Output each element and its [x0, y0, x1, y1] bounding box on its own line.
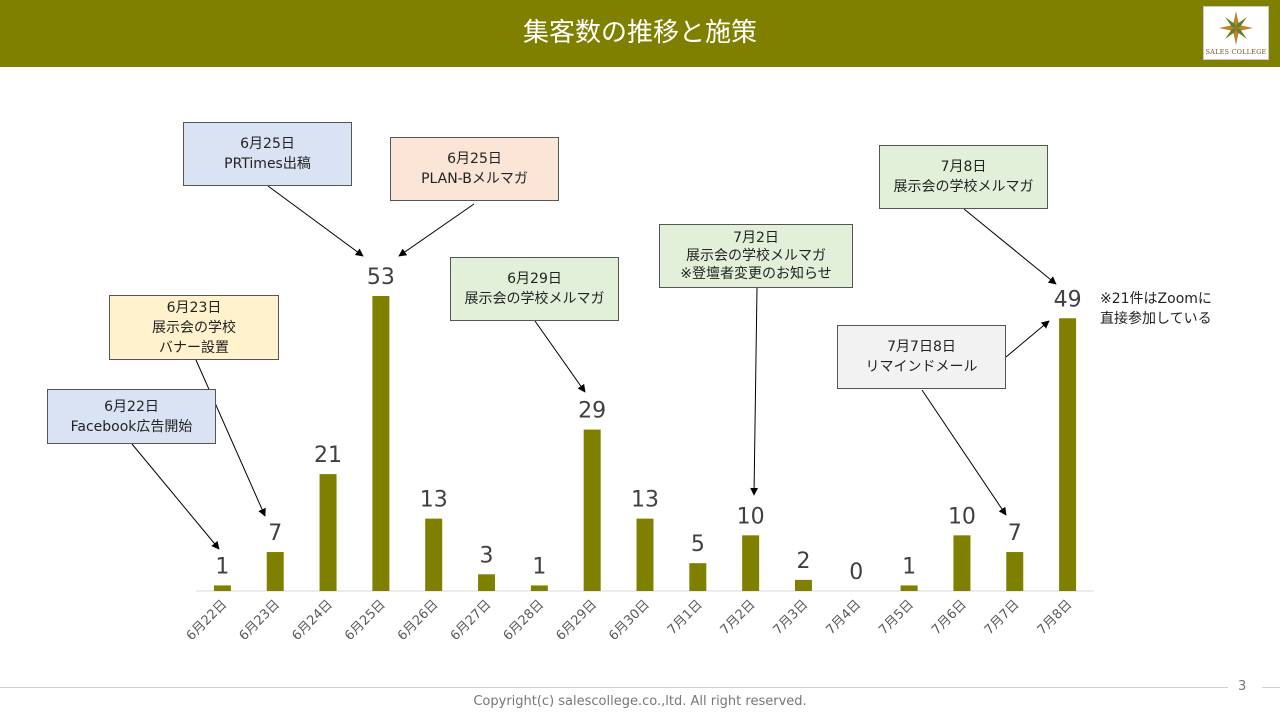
callout-jul2-mail: 7月2日 展示会の学校メルマガ ※登壇者変更のお知らせ: [659, 224, 853, 288]
x-tick-label-7: 6月28日: [501, 597, 548, 644]
x-tick-label-4: 6月25日: [342, 597, 389, 644]
value-label-13: 0: [849, 560, 863, 585]
bar-8: [583, 429, 601, 591]
logo-text: SALES COLLEGE: [1205, 48, 1267, 56]
callout-line: 展示会の学校メルマガ: [464, 291, 605, 307]
bar-5: [425, 518, 443, 591]
callout-jun29-mail: 6月29日 展示会の学校メルマガ: [450, 257, 619, 321]
bar-9: [636, 518, 654, 591]
compass-star-icon: [1219, 11, 1253, 45]
value-label-3: 21: [314, 443, 342, 468]
zoom-note: ※21件はZoomに 直接参加している: [1100, 289, 1212, 329]
value-label-2: 7: [268, 521, 282, 546]
header-bar: [0, 0, 1280, 67]
value-label-14: 1: [902, 554, 916, 579]
bar-6: [478, 574, 496, 591]
callout-line: 展示会の学校メルマガ: [686, 248, 826, 264]
callout-banner: 6月23日 展示会の学校 バナー設置: [109, 295, 279, 360]
x-tick-label-3: 6月24日: [289, 597, 336, 644]
callout-line: PRTimes出稿: [224, 156, 311, 172]
x-tick-label-5: 6月26日: [395, 597, 442, 644]
value-label-16: 7: [1008, 521, 1022, 546]
arrow-remind-jul8: [1005, 320, 1050, 358]
x-tick-label-15: 7月6日: [929, 597, 970, 638]
bar-11: [742, 535, 760, 591]
arrow-prtimes: [267, 185, 364, 257]
callout-line: 7月7日8日: [887, 339, 956, 355]
value-label-9: 13: [631, 488, 659, 513]
callout-line: 6月29日: [507, 271, 562, 287]
footer-divider: [0, 687, 1228, 688]
bar-4: [372, 296, 390, 591]
arrow-banner: [195, 359, 266, 517]
value-label-4: 53: [367, 265, 395, 290]
callout-line: 6月25日: [447, 151, 502, 167]
value-label-10: 5: [691, 532, 705, 557]
callout-line: 6月23日: [166, 299, 222, 316]
callout-line: PLAN-Bメルマガ: [421, 171, 528, 187]
callout-line: 7月8日: [940, 159, 987, 175]
callout-line: 展示会の学校メルマガ: [893, 179, 1034, 195]
arrow-remind-jul7: [921, 389, 1007, 516]
arrow-jun29-mail: [534, 320, 586, 393]
x-tick-label-8: 6月29日: [553, 597, 600, 644]
callout-remind: 7月7日8日 リマインドメール: [837, 325, 1006, 389]
x-tick-label-11: 7月2日: [718, 597, 759, 638]
copyright-text: Copyright(c) salescollege.co.,ltd. All r…: [473, 694, 807, 709]
callout-line: 展示会の学校: [152, 319, 236, 336]
sales-college-logo: SALES COLLEGE: [1203, 6, 1269, 60]
bar-7: [530, 585, 548, 591]
bar-16: [1006, 552, 1024, 591]
x-tick-label-17: 7月8日: [1035, 597, 1076, 638]
arrow-facebook: [131, 443, 220, 550]
bar-10: [689, 563, 707, 591]
callout-planb: 6月25日 PLAN-Bメルマガ: [390, 137, 559, 201]
bar-17: [1059, 318, 1077, 591]
bar-15: [953, 535, 971, 591]
callout-line: 6月22日: [104, 398, 159, 415]
value-label-7: 1: [532, 554, 546, 579]
value-label-1: 1: [215, 554, 229, 579]
bar-3: [319, 474, 337, 591]
value-label-11: 10: [737, 504, 765, 529]
callout-line: 7月2日: [733, 230, 779, 246]
value-label-15: 10: [948, 504, 976, 529]
note-line: 直接参加している: [1100, 311, 1212, 327]
value-label-5: 13: [420, 488, 448, 513]
x-tick-label-2: 6月23日: [237, 597, 284, 644]
value-label-8: 29: [578, 399, 606, 424]
callout-line: Facebook広告開始: [70, 418, 193, 435]
value-label-6: 3: [480, 543, 494, 568]
callout-line: ※登壇者変更のお知らせ: [680, 266, 832, 282]
callout-line: リマインドメール: [865, 359, 978, 375]
callout-line: 6月25日: [240, 136, 295, 152]
page-number: 3: [1238, 679, 1247, 694]
arrow-planb: [398, 203, 475, 257]
bar-1: [213, 585, 231, 591]
x-tick-label-16: 7月7日: [982, 597, 1023, 638]
note-line: ※21件はZoomに: [1100, 291, 1212, 307]
value-label-17: 49: [1054, 287, 1082, 312]
value-label-12: 2: [796, 549, 810, 574]
bar-2: [266, 552, 284, 591]
arrow-jul2-mail: [750, 287, 759, 496]
bar-12: [794, 579, 812, 591]
x-tick-label-14: 7月5日: [876, 597, 917, 638]
callout-facebook: 6月22日 Facebook広告開始: [47, 389, 216, 444]
bar-14: [900, 585, 918, 591]
footer-divider-right: [1262, 687, 1280, 688]
x-tick-label-10: 7月1日: [665, 597, 706, 638]
callout-prtimes: 6月25日 PRTimes出稿: [183, 122, 352, 186]
x-tick-label-6: 6月27日: [448, 597, 495, 644]
x-tick-label-1: 6月22日: [184, 597, 231, 644]
x-tick-label-12: 7月3日: [771, 597, 812, 638]
slide-title: 集客数の推移と施策: [522, 18, 757, 48]
callout-line: バナー設置: [159, 339, 229, 356]
x-tick-label-13: 7月4日: [823, 597, 864, 638]
callout-jul8-mail: 7月8日 展示会の学校メルマガ: [879, 145, 1048, 209]
arrow-jul8-mail: [963, 208, 1057, 285]
x-tick-label-9: 6月30日: [606, 597, 653, 644]
